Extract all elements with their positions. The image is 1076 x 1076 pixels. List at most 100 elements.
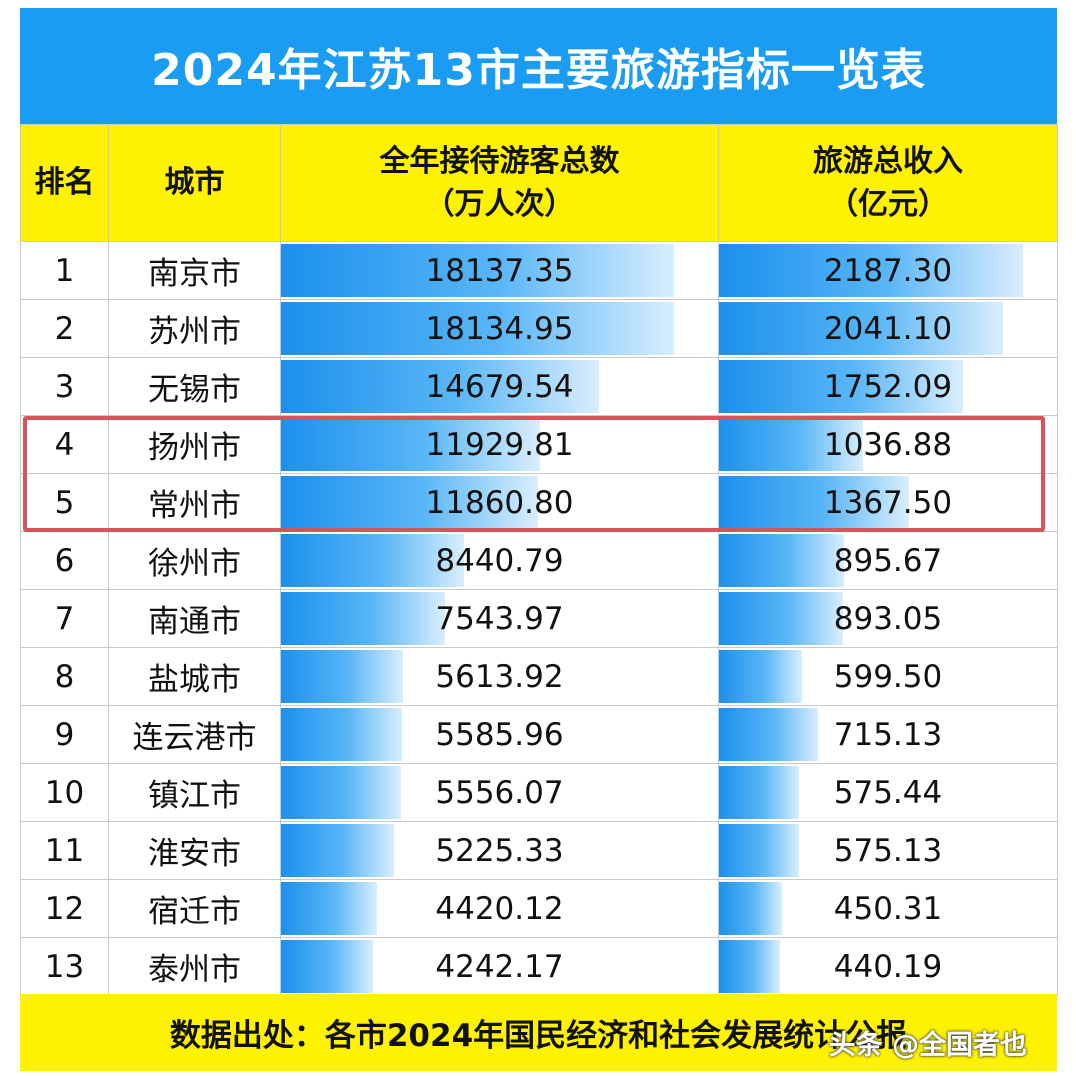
city-cell: 宿迁市	[108, 879, 281, 938]
table-row: 9 连云港市 5585.96 715.13	[20, 705, 1058, 764]
table-row: 3 无锡市 14679.54 1752.09	[20, 357, 1058, 416]
rank-cell: 13	[20, 937, 109, 996]
rank-cell: 11	[20, 821, 109, 880]
visitors-value: 18134.95	[425, 310, 574, 347]
revenue-value: 440.19	[833, 948, 943, 985]
revenue-value: 2041.10	[823, 310, 953, 347]
watermark: 头条 @全国者也	[828, 1030, 1027, 1061]
revenue-value: 599.50	[833, 658, 943, 695]
table-row: 12 宿迁市 4420.12 450.31	[20, 879, 1058, 938]
source-footer: 数据出处：各市2024年国民经济和社会发展统计公报	[20, 994, 1057, 1071]
revenue-cell: 893.05	[718, 589, 1058, 648]
table-row: 7 南通市 7543.97 893.05	[20, 589, 1058, 648]
header-revenue: 旅游总收入 （亿元）	[718, 124, 1058, 242]
rank-cell: 4	[20, 415, 109, 474]
visitors-value: 14679.54	[425, 368, 574, 405]
city-cell: 盐城市	[108, 647, 281, 706]
table-row: 4 扬州市 11929.81 1036.88	[20, 415, 1058, 474]
visitors-cell: 7543.97	[280, 589, 719, 648]
rank-cell: 3	[20, 357, 109, 416]
table-row: 8 盐城市 5613.92 599.50	[20, 647, 1058, 706]
revenue-value: 895.67	[833, 542, 943, 579]
header-visitors-line1: 全年接待游客总数	[379, 143, 620, 179]
revenue-bar	[719, 418, 864, 471]
header-visitors: 全年接待游客总数 （万人次）	[280, 124, 719, 242]
revenue-cell: 715.13	[718, 705, 1058, 764]
visitors-cell: 5556.07	[280, 763, 719, 822]
revenue-value: 2187.30	[823, 252, 953, 289]
revenue-bar	[719, 360, 963, 413]
visitors-cell: 18134.95	[280, 299, 719, 358]
visitors-bar	[281, 592, 445, 645]
city-cell: 无锡市	[108, 357, 281, 416]
revenue-cell: 2187.30	[718, 241, 1058, 300]
header-revenue-line1: 旅游总收入	[813, 143, 963, 179]
visitors-bar	[281, 766, 402, 819]
rank-cell: 5	[20, 473, 109, 532]
city-cell: 连云港市	[108, 705, 281, 764]
visitors-cell: 5225.33	[280, 821, 719, 880]
revenue-bar	[719, 766, 800, 819]
rank-cell: 6	[20, 531, 109, 590]
page-title: 2024年江苏13市主要旅游指标一览表	[20, 8, 1057, 124]
revenue-bar	[719, 592, 844, 645]
header-row: 排名 城市 全年接待游客总数 （万人次） 旅游总收入 （亿元）	[20, 124, 1058, 242]
visitors-bar	[281, 650, 403, 703]
city-cell: 泰州市	[108, 937, 281, 996]
visitors-cell: 11929.81	[280, 415, 719, 474]
visitors-value: 5613.92	[435, 658, 564, 695]
visitors-value: 4420.12	[435, 890, 564, 927]
visitors-cell: 18137.35	[280, 241, 719, 300]
city-cell: 扬州市	[108, 415, 281, 474]
city-cell: 常州市	[108, 473, 281, 532]
revenue-cell: 1036.88	[718, 415, 1058, 474]
revenue-value: 575.13	[833, 832, 943, 869]
visitors-cell: 5585.96	[280, 705, 719, 764]
rank-cell: 12	[20, 879, 109, 938]
visitors-bar	[281, 360, 600, 413]
table-row: 2 苏州市 18134.95 2041.10	[20, 299, 1058, 358]
visitors-bar	[281, 534, 464, 587]
revenue-bar	[719, 708, 819, 761]
table-row: 11 淮安市 5225.33 575.13	[20, 821, 1058, 880]
revenue-value: 1367.50	[823, 484, 953, 521]
city-cell: 镇江市	[108, 763, 281, 822]
revenue-value: 715.13	[833, 716, 943, 753]
visitors-value: 5556.07	[435, 774, 564, 811]
table-row: 1 南京市 18137.35 2187.30	[20, 241, 1058, 300]
revenue-value: 893.05	[833, 600, 943, 637]
revenue-bar	[719, 824, 799, 877]
visitors-cell: 4242.17	[280, 937, 719, 996]
revenue-bar	[719, 534, 844, 587]
visitors-value: 5225.33	[435, 832, 564, 869]
visitors-value: 7543.97	[435, 600, 564, 637]
visitors-bar	[281, 824, 395, 877]
visitors-value: 8440.79	[435, 542, 564, 579]
visitors-value: 5585.96	[435, 716, 564, 753]
city-cell: 淮安市	[108, 821, 281, 880]
visitors-bar	[281, 708, 403, 761]
table-frame: 2024年江苏13市主要旅游指标一览表 排名 城市 全年接待游客总数 （万人次）…	[20, 8, 1058, 1071]
city-cell: 苏州市	[108, 299, 281, 358]
rank-cell: 10	[20, 763, 109, 822]
rank-cell: 2	[20, 299, 109, 358]
revenue-cell: 575.13	[718, 821, 1058, 880]
revenue-cell: 895.67	[718, 531, 1058, 590]
visitors-bar	[281, 476, 539, 529]
table-body: 1 南京市 18137.35 2187.30 2 苏州市 18134.95 2041.10 3 无…	[20, 241, 1058, 996]
revenue-value: 450.31	[833, 890, 943, 927]
visitors-bar	[281, 244, 675, 297]
table-row: 6 徐州市 8440.79 895.67	[20, 531, 1058, 590]
revenue-value: 575.44	[833, 774, 943, 811]
visitors-cell: 4420.12	[280, 879, 719, 938]
visitors-value: 11929.81	[425, 426, 574, 463]
revenue-cell: 440.19	[718, 937, 1058, 996]
visitors-cell: 8440.79	[280, 531, 719, 590]
rank-cell: 1	[20, 241, 109, 300]
revenue-bar	[719, 650, 803, 703]
header-revenue-line2: （亿元）	[828, 187, 948, 222]
city-cell: 徐州市	[108, 531, 281, 590]
visitors-cell: 14679.54	[280, 357, 719, 416]
tourism-table: 排名 城市 全年接待游客总数 （万人次） 旅游总收入 （亿元） 1 南京市 1813…	[20, 124, 1058, 996]
revenue-cell: 450.31	[718, 879, 1058, 938]
